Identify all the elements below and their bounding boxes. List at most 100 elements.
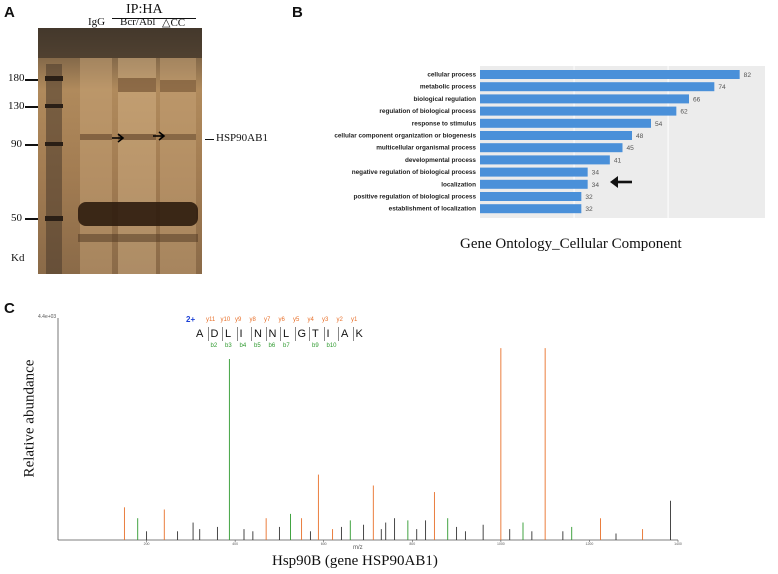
ms-x-tick-label: 1400: [674, 542, 682, 545]
charge-state: 2+: [186, 315, 196, 324]
blot-image: [38, 28, 202, 274]
ms-xlabel: m/z: [353, 545, 363, 551]
go-bar: [480, 106, 677, 116]
go-category-label: cellular process: [427, 72, 476, 79]
cleavage-mark: [338, 327, 339, 341]
ms-x-tick-label: 400: [232, 542, 238, 545]
marker-90: 90: [11, 138, 22, 150]
go-bar: [480, 179, 588, 189]
marker-90-tick: [25, 144, 38, 146]
go-value-label: 34: [592, 170, 600, 177]
go-value-label: 74: [718, 84, 726, 91]
go-value-label: 41: [614, 157, 622, 164]
panel-c-letter: C: [4, 300, 15, 317]
y-ion-label: y7: [264, 317, 271, 323]
cleavage-mark: [265, 327, 267, 341]
b-ion-label: b5: [254, 343, 261, 349]
go-bar: [480, 155, 610, 165]
go-value-label: 32: [585, 194, 593, 201]
ms-caption: Hsp90B (gene HSP90AB1): [272, 553, 438, 569]
ms-x-tick-label: 200: [144, 542, 150, 545]
band-label: HSP90AB1: [216, 132, 268, 144]
go-value-label: 48: [636, 133, 644, 140]
y-ion-label: y9: [235, 317, 242, 323]
go-value-label: 62: [680, 109, 688, 116]
cleavage-mark: [309, 327, 310, 341]
marker-130-tick: [25, 106, 38, 108]
go-bar: [480, 131, 632, 140]
cleavage-mark: [323, 327, 325, 341]
cleavage-mark: [207, 327, 209, 341]
y-ion-label: y8: [249, 317, 256, 323]
go-value-label: 66: [693, 96, 701, 103]
band-label-line: [205, 139, 214, 140]
go-bar: [480, 143, 623, 153]
go-category-label: multicellular organismal process: [376, 145, 476, 152]
go-bar: [480, 70, 740, 79]
b-ion-label: b10: [326, 343, 337, 349]
residue: N: [268, 328, 277, 340]
go-bar: [480, 167, 588, 177]
residue: T: [312, 328, 319, 340]
y-ion-label: y11: [206, 317, 216, 323]
go-category-label: response to stimulus: [412, 120, 477, 127]
marker-unit: Kd: [11, 252, 25, 264]
go-bar: [480, 82, 715, 92]
ms-x-tick-label: 800: [409, 542, 415, 545]
go-bar-chart: cellular process 82 metabolic process 74 bio…: [334, 66, 765, 218]
b-ion-label: b2: [210, 343, 218, 349]
localization-arrow: [610, 176, 632, 188]
y-ion-label: y6: [278, 317, 285, 323]
go-bar: [480, 192, 582, 201]
ms-x-tick-label: 600: [321, 542, 327, 545]
go-bar: [480, 204, 582, 214]
cleavage-mark: [352, 327, 354, 341]
residue: L: [283, 328, 290, 340]
marker-130: 130: [8, 100, 25, 112]
residue: I: [239, 328, 243, 340]
ms-ylabel: Relative abundance: [21, 359, 38, 478]
cleavage-mark: [236, 327, 238, 341]
cleavage-mark: [294, 327, 296, 341]
ms-scale-label: 4.4e+03: [38, 314, 56, 320]
lane-label-delta-cc: △CC: [162, 17, 186, 29]
cleavage-mark: [251, 327, 252, 341]
cleavage-mark: [280, 327, 281, 341]
y-ion-label: y2: [336, 317, 343, 323]
y-ion-label: y10: [220, 317, 231, 323]
y-ion-label: y4: [307, 317, 314, 323]
residue: L: [225, 328, 232, 340]
go-value-label: 82: [744, 72, 752, 79]
go-category-label: cellular component organization or bioge…: [334, 133, 476, 140]
residue: K: [355, 328, 363, 340]
residue: A: [341, 328, 349, 340]
go-category-label: developmental process: [405, 157, 476, 164]
go-category-label: localization: [441, 181, 476, 188]
go-category-label: biological regulation: [414, 96, 477, 103]
b-ion-label: b9: [312, 343, 319, 349]
residue: I: [326, 328, 330, 340]
b-ion-label: b7: [283, 343, 290, 349]
residue: D: [210, 328, 219, 340]
b-ion-label: b6: [268, 343, 276, 349]
marker-180-tick: [25, 79, 38, 81]
go-bar: [480, 94, 689, 104]
marker-50-tick: [25, 218, 38, 220]
b-ion-label: b4: [239, 343, 247, 349]
ip-header-line: [112, 18, 196, 19]
go-caption: Gene Ontology_Cellular Component: [460, 236, 682, 252]
go-category-label: establishment of localization: [389, 206, 476, 213]
residue: N: [254, 328, 262, 340]
go-category-label: negative regulation of biological proces…: [352, 169, 477, 176]
marker-50: 50: [11, 212, 22, 224]
y-ion-label: y5: [293, 317, 300, 323]
marker-180: 180: [8, 72, 25, 84]
lane-label-bcr-abl: Bcr/Abl: [120, 16, 156, 28]
panel-a-letter: A: [4, 4, 15, 21]
go-value-label: 32: [585, 206, 593, 213]
y-ion-label: y3: [322, 317, 329, 323]
go-bar: [480, 118, 651, 128]
cleavage-mark: [222, 327, 223, 341]
ms-x-tick-label: 1200: [586, 542, 594, 545]
